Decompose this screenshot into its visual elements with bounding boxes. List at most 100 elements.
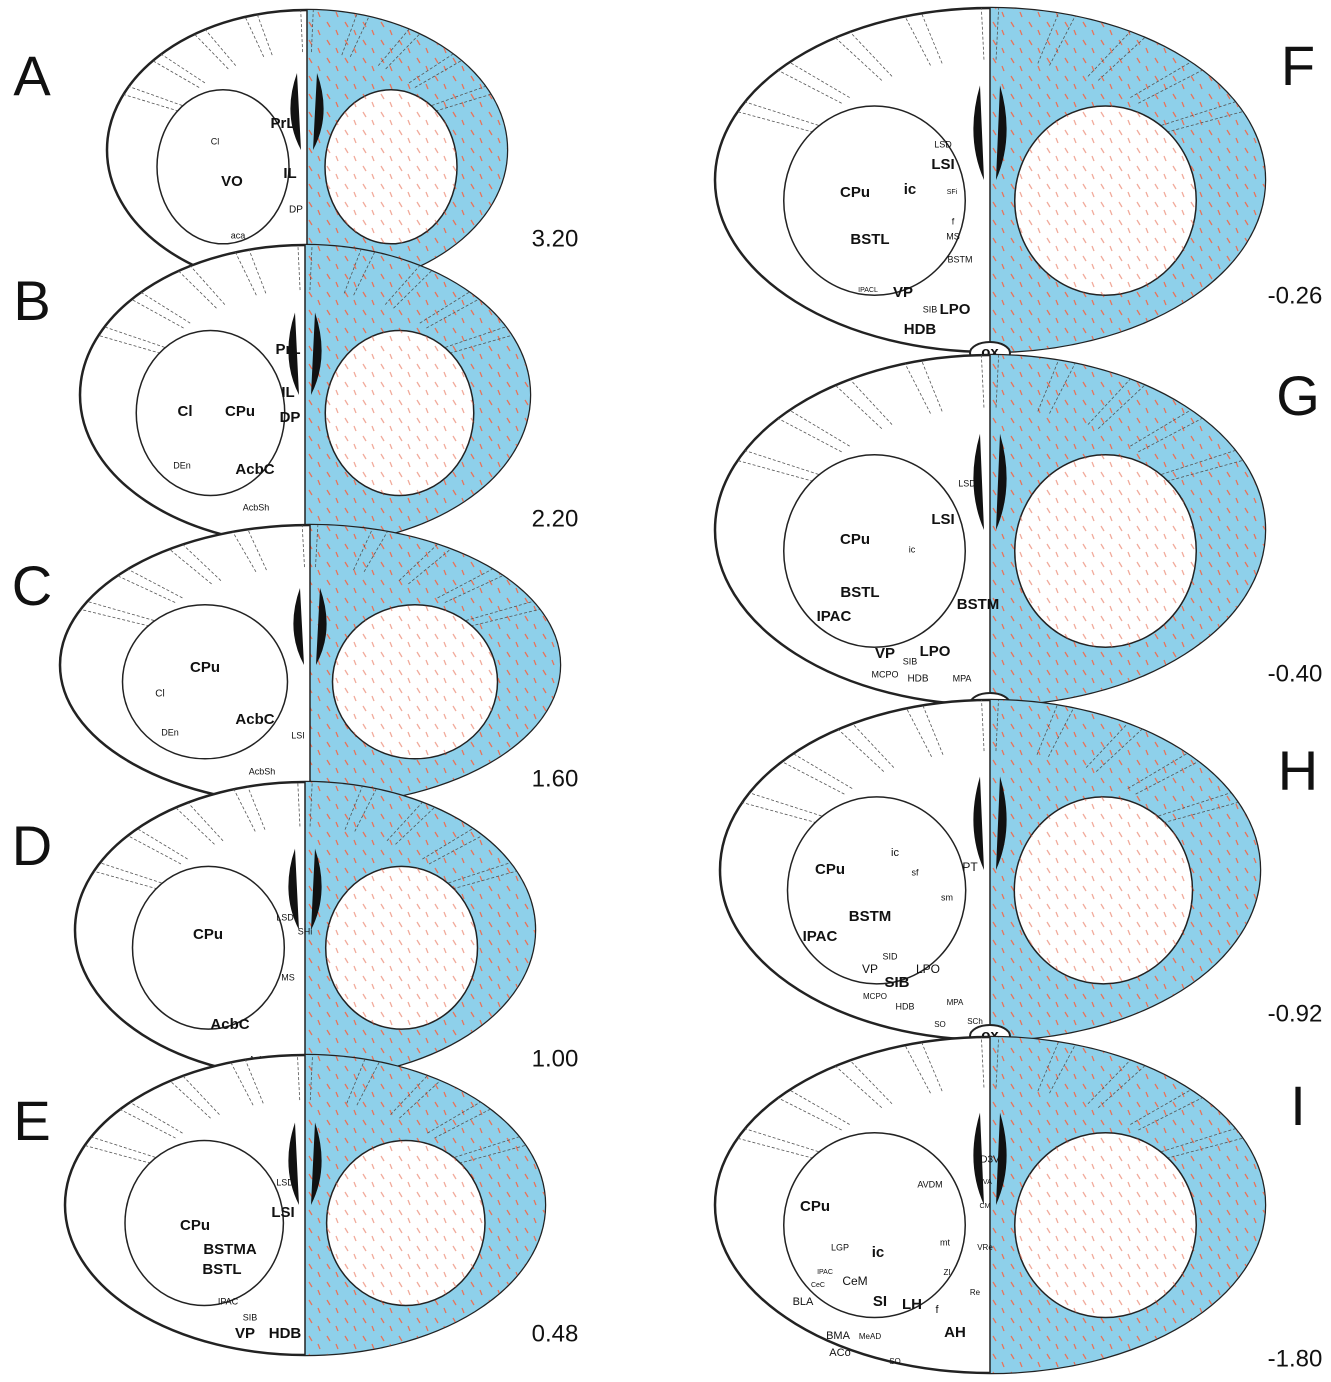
region-label: SO (934, 1020, 946, 1029)
region-label: BSTMA (203, 1241, 256, 1258)
region-label: BSTL (850, 231, 889, 248)
inner-label (1014, 797, 1192, 984)
inner-label (325, 331, 474, 496)
region-label: ACo (829, 1347, 850, 1359)
region-label: CPu (815, 861, 845, 878)
region-label: Cl (178, 403, 193, 420)
bregma-coordinate: 3.20 (532, 225, 579, 252)
region-label: LH (902, 1296, 922, 1313)
region-label: sm (941, 892, 953, 902)
region-label: AVDM (917, 1179, 942, 1189)
brain-section: LSDLSICPuicBSTLBSTMIPACLVPSIBLPOHDBoxSFi… (715, 8, 1265, 364)
bregma-coordinate: 1.60 (532, 765, 579, 792)
region-label: aca (231, 230, 246, 240)
region-label: LSD (958, 478, 976, 488)
region-label: ic (909, 544, 916, 554)
region-label: SIB (884, 974, 909, 991)
region-label: HDB (895, 1001, 914, 1011)
region-label: SIB (243, 1312, 258, 1322)
region-label: PVA (978, 1179, 992, 1186)
region-label: CPu (193, 926, 223, 943)
region-label: mt (940, 1237, 950, 1247)
bregma-coordinate: -0.40 (1268, 660, 1323, 687)
region-label: Cl (211, 136, 220, 146)
region-label: AcbC (235, 711, 274, 728)
region-label: LSI (291, 730, 305, 740)
inner-region (123, 605, 288, 759)
brain-section: CPuLSDSHiMSAcbCAcbSh (75, 782, 535, 1078)
inner-label (333, 605, 498, 759)
region-label: MS (946, 231, 960, 241)
region-label: CeM (842, 1274, 867, 1288)
region-label: SID (882, 951, 898, 961)
region-label: BLA (793, 1296, 814, 1308)
region-label: DEn (173, 460, 191, 470)
panel-letter: G (1276, 364, 1320, 427)
region-label: CPu (800, 1198, 830, 1215)
panel-letter: D (12, 814, 52, 877)
inner-region (133, 866, 285, 1029)
region-label: LPO (940, 301, 971, 318)
region-label: PT (962, 860, 978, 874)
region-label: MeAD (859, 1332, 881, 1341)
panel-letter: C (12, 554, 52, 617)
region-label: PrL (270, 115, 295, 132)
inner-label (1015, 1133, 1197, 1318)
panel-letter: I (1290, 1074, 1306, 1137)
region-label: SIB (923, 304, 938, 314)
region-label: LSI (931, 511, 954, 528)
region-label: IPACL (858, 287, 878, 294)
region-label: VRe (977, 1243, 993, 1252)
region-label: MPA (947, 998, 964, 1007)
panel-letter: E (13, 1089, 50, 1152)
region-label: BSTM (849, 908, 892, 925)
region-label: DP (280, 409, 301, 426)
bregma-coordinate: 1.00 (532, 1045, 579, 1072)
region-label: AcbC (235, 461, 274, 478)
brain-section: D3VAVDMPVACMCPuLGPicmtVReZIReIPACCeCCeMB… (715, 1037, 1265, 1373)
region-label: Re (970, 1288, 981, 1297)
region-label: CPu (190, 659, 220, 676)
figure: PrLClILVODPacaAOPA3.20PrLILClCPuDPDEnAcb… (0, 0, 1331, 1382)
bregma-coordinate: 0.48 (532, 1320, 579, 1347)
region-label: ic (891, 847, 899, 859)
panel-letter: B (13, 269, 50, 332)
region-label: VO (221, 173, 243, 190)
region-label: Cl (155, 689, 164, 700)
region-label: BMA (826, 1330, 851, 1342)
panel-letter: A (13, 44, 51, 107)
inner-label (1015, 455, 1197, 648)
region-label: VP (875, 645, 895, 662)
region-label: CM (980, 1203, 991, 1210)
brain-section: CPu Cl DEn AcbC LSI AcbSh (60, 525, 560, 805)
bregma-coordinate: -0.92 (1268, 1000, 1323, 1027)
region-label: SIB (903, 656, 918, 666)
region-label: IL (281, 384, 294, 401)
inner-region (788, 797, 966, 984)
region-label: MCPO (863, 992, 887, 1001)
region-label: LPO (916, 962, 940, 976)
region-label: SCh (967, 1017, 983, 1026)
region-label: ic (872, 1244, 885, 1261)
region-label: AH (944, 1324, 966, 1341)
inner-region (784, 455, 966, 648)
bregma-coordinate: -0.26 (1268, 282, 1323, 309)
panel-letter: H (1278, 739, 1318, 802)
region-label: ic (904, 181, 917, 198)
region-label: HDB (904, 321, 937, 338)
region-label: LSD (276, 1177, 294, 1187)
inner-label (327, 1141, 485, 1306)
region-label: VP (235, 1325, 255, 1342)
region-label: AcbSh (249, 766, 276, 776)
region-label: HDB (269, 1325, 302, 1342)
region-label: DEn (161, 727, 179, 737)
region-label: LSI (271, 1204, 294, 1221)
region-label: LGP (831, 1242, 849, 1252)
bregma-coordinate: -1.80 (1268, 1345, 1323, 1372)
region-label: CPu (180, 1217, 210, 1234)
region-label: SO (889, 1357, 901, 1366)
region-label: CPu (225, 403, 255, 420)
region-label: DP (289, 205, 303, 216)
region-label: PrL (275, 341, 300, 358)
